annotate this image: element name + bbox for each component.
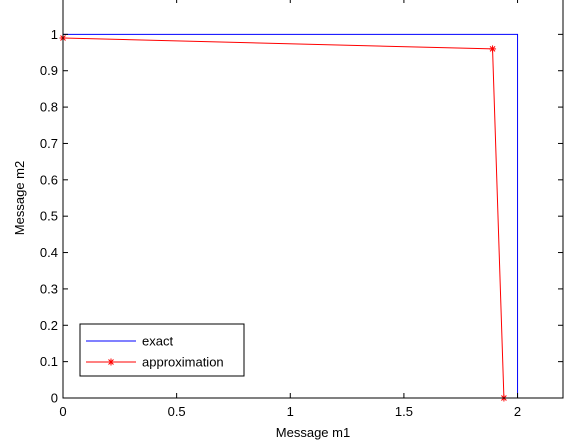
legend-label-approximation: approximation [142, 355, 224, 370]
series-layer [59, 33, 519, 402]
legend-box [79, 323, 245, 377]
legend-label-exact: exact [142, 334, 173, 349]
legend: exact approximation [79, 323, 245, 377]
y-tick-label: 0.4 [40, 245, 58, 260]
x-tick-label: 2 [514, 404, 521, 419]
x-tick-label: 1.5 [395, 404, 413, 419]
y-tick-label: 0.2 [40, 318, 58, 333]
x-axis-label: Message m1 [276, 425, 350, 440]
y-tick-label: 1 [51, 27, 58, 42]
x-tick-label: 0.5 [168, 404, 186, 419]
y-tick-label: 0.5 [40, 209, 58, 224]
y-tick-label: 0 [51, 391, 58, 406]
data-point-approximation [489, 45, 497, 53]
x-tick-label: 0 [59, 404, 66, 419]
y-axis-label: Message m2 [12, 161, 27, 235]
legend-asterisk-marker [107, 358, 115, 366]
x-axis-ticks: 0 0.5 1 1.5 2 [59, 0, 521, 419]
legend-marker-approximation [107, 358, 115, 366]
axes-box [62, 0, 564, 399]
y-tick-label: 0.9 [40, 63, 58, 78]
y-tick-label: 0.1 [40, 354, 58, 369]
series-line-exact [63, 33, 519, 398]
y-axis-ticks: 0 0.1 0.2 0.3 0.4 0.5 0.6 0.7 0.8 0.9 1 [40, 27, 563, 406]
y-tick-label: 0.6 [40, 172, 58, 187]
y-tick-label: 0.7 [40, 136, 58, 151]
y-tick-label: 0.8 [40, 100, 58, 115]
y-tick-label: 0.3 [40, 281, 58, 296]
x-tick-label: 1 [287, 404, 294, 419]
